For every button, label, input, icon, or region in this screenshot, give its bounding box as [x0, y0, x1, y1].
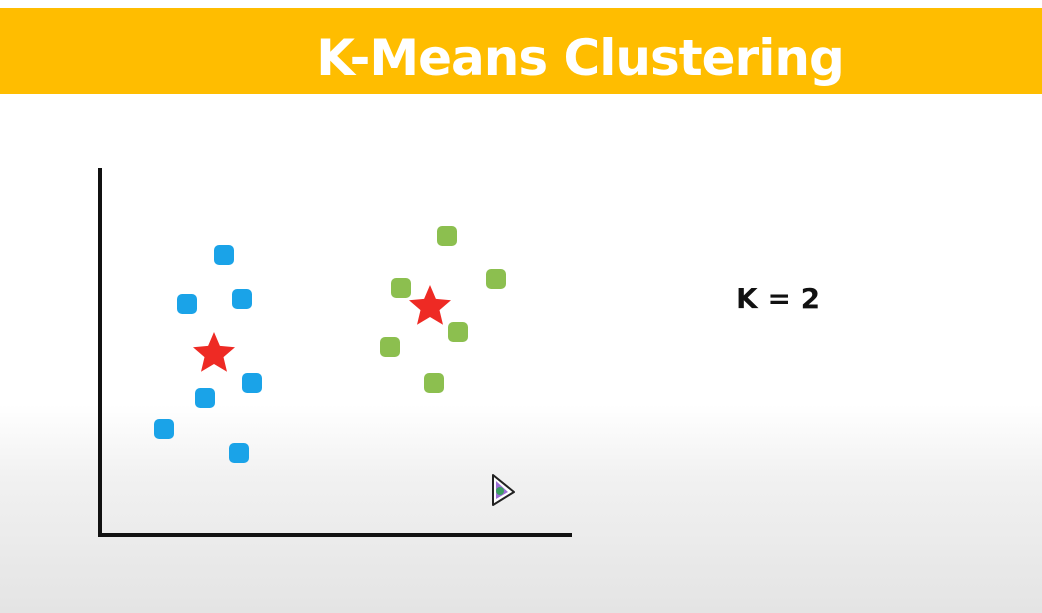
- data-point: [486, 269, 506, 289]
- data-point: [177, 294, 197, 314]
- cursor-icon: [492, 474, 515, 506]
- slide-title: K-Means Clustering: [316, 29, 845, 87]
- cluster-1: [154, 245, 262, 463]
- data-point: [229, 443, 249, 463]
- data-point: [437, 226, 457, 246]
- data-point: [448, 322, 468, 342]
- data-point: [391, 278, 411, 298]
- data-point: [424, 373, 444, 393]
- centroid-star-icon: [409, 285, 451, 325]
- data-point: [242, 373, 262, 393]
- title-banner: K-Means Clustering: [0, 8, 1042, 94]
- data-point: [154, 419, 174, 439]
- k-value-label: K = 2: [736, 282, 821, 315]
- data-point: [195, 388, 215, 408]
- data-point: [380, 337, 400, 357]
- data-point: [214, 245, 234, 265]
- centroid-star-icon: [193, 332, 235, 372]
- cluster-2: [380, 226, 506, 393]
- data-point: [232, 289, 252, 309]
